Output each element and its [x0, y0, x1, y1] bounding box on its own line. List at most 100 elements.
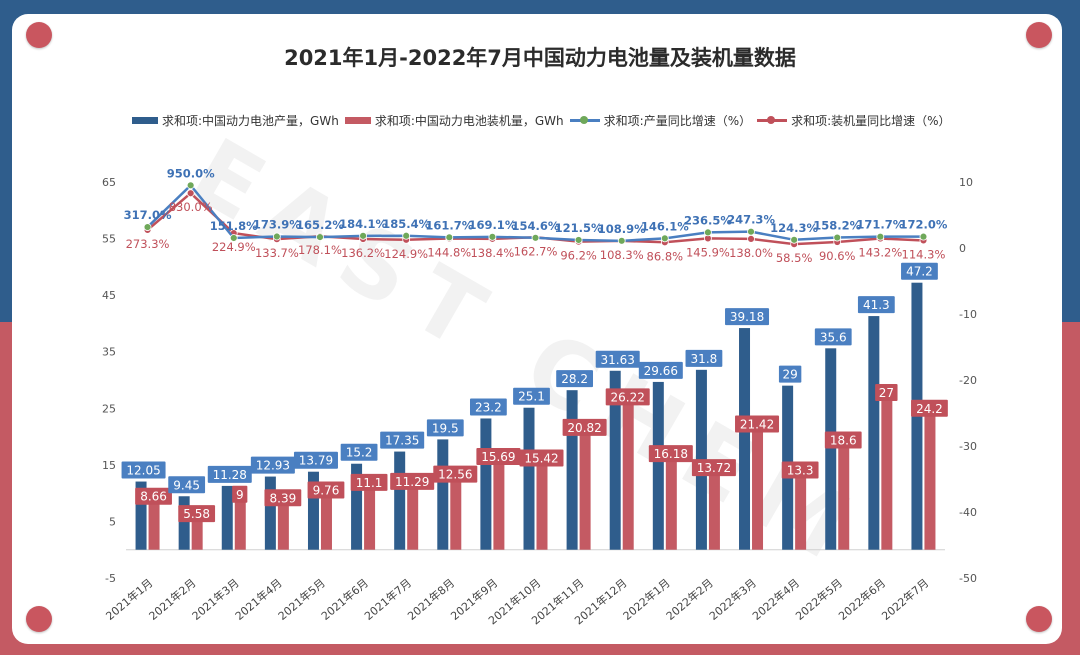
bar-production-label-box [380, 431, 425, 449]
bar-installed-label: 13.72 [697, 461, 731, 475]
right-axis-tick-label: -10 [959, 308, 977, 321]
legend-swatch [569, 115, 600, 124]
bar-production [609, 370, 621, 550]
production-growth-label: 247.3% [727, 213, 775, 227]
production-growth-point [402, 231, 411, 240]
production-growth-label: 146.1% [641, 219, 689, 233]
bar-installed-label-box [691, 459, 736, 477]
bar-installed-label-box [232, 485, 248, 503]
production-growth-point [660, 234, 669, 243]
production-growth-point [316, 233, 324, 241]
bar-installed-label: 20.82 [567, 421, 601, 435]
production-growth-label: 171.7% [856, 218, 904, 232]
bar-installed [579, 431, 591, 550]
bar-production-label-box [725, 308, 770, 326]
production-growth-point [186, 181, 195, 190]
production-growth-label: 172.0% [899, 218, 947, 232]
bar-installed-label: 8.39 [270, 491, 297, 505]
bar-installed-label-box [433, 465, 478, 483]
production-growth-point [359, 231, 367, 240]
bar-installed-label-box [824, 431, 862, 449]
legend-item-production: 求和项:中国动力电池产量，GWh [132, 112, 339, 129]
x-axis-tick-label: 2021年7月 [361, 576, 414, 623]
production-growth-label: 317.0% [124, 208, 172, 222]
bar-production-label: 25.1 [518, 390, 545, 404]
bar-installed [924, 412, 936, 550]
production-growth-label: 950.0% [167, 166, 215, 180]
installed-growth-label: 162.7% [514, 244, 558, 258]
installed-growth-label: 144.8% [427, 245, 471, 259]
installed-growth-label: 90.6% [819, 249, 856, 263]
legend-swatch [132, 116, 158, 124]
bar-production-label-box [469, 398, 507, 416]
bar-installed [881, 396, 893, 550]
right-axis-tick-label: -50 [959, 572, 977, 585]
corner-dot-icon [1026, 22, 1052, 48]
production-growth-point [704, 228, 712, 237]
bar-production-label-box [595, 350, 640, 368]
production-growth-point [143, 223, 152, 231]
legend-label: 求和项:装机量同比增速（%） [791, 113, 951, 128]
bar-installed-label: 5.58 [183, 507, 210, 521]
bar-production-label: 31.63 [601, 353, 635, 367]
bar-production-label-box [250, 456, 295, 474]
x-axis-tick-label: 2022年2月 [663, 576, 716, 623]
bar-production-label: 41.3 [863, 298, 890, 312]
installed-growth-label: 86.8% [647, 249, 684, 263]
bar-production-label-box [207, 465, 252, 483]
installed-growth-label: 96.2% [560, 249, 597, 263]
bar-production [437, 439, 449, 550]
x-axis-tick-label: 2022年4月 [749, 576, 802, 623]
left-axis-tick-label: 65 [102, 176, 116, 189]
bar-production-label: 47.2 [906, 265, 933, 279]
bar-installed-label: 9.76 [313, 484, 340, 498]
bar-production-label: 19.5 [432, 421, 459, 435]
bar-installed-label-box [307, 481, 345, 499]
bar-installed [536, 462, 548, 550]
bar-production [178, 496, 190, 550]
bar-installed-label-box [648, 445, 693, 463]
right-axis-tick-label: -30 [959, 440, 977, 453]
installed-growth-label: 224.9% [212, 240, 256, 254]
bar-production-label-box [293, 451, 338, 469]
bar-installed-label-box [562, 418, 607, 436]
production-growth-point [617, 236, 626, 245]
x-axis-tick-label: 2021年5月 [275, 576, 328, 623]
bar-installed-label-box [476, 447, 521, 465]
legend-swatch [757, 115, 788, 124]
production-growth-label: 169.1% [468, 218, 516, 232]
production-growth-point [876, 232, 885, 241]
installed-growth-label: 830.0% [169, 200, 213, 214]
installed-growth-point [747, 234, 755, 243]
bar-installed-label-box [605, 388, 650, 406]
bar-production-label: 9.45 [173, 478, 200, 492]
bar-production [135, 481, 147, 550]
production-growth-point [488, 232, 497, 241]
bar-installed [493, 460, 505, 550]
bar-production-label-box [814, 328, 852, 346]
bar-installed-label: 18.6 [830, 433, 857, 447]
x-axis-tick-label: 2022年1月 [620, 576, 673, 623]
bar-installed-label: 11.1 [356, 476, 383, 490]
bar-installed [450, 478, 462, 550]
bar-production-label: 35.6 [820, 330, 847, 344]
bar-installed-label-box [911, 399, 948, 417]
production-growth-label: 173.9% [253, 218, 301, 232]
bar-installed-label: 15.42 [524, 451, 558, 465]
legend-label: 求和项:中国动力电池产量，GWh [162, 113, 339, 128]
installed-growth-label: 138.0% [729, 246, 773, 260]
bar-production [652, 381, 664, 550]
bar-production-label: 31.8 [691, 352, 718, 366]
production-growth-label: 236.5% [684, 213, 732, 227]
production-growth-label: 121.5% [555, 221, 603, 235]
production-growth-point [445, 233, 454, 242]
bar-production-label-box [513, 387, 550, 405]
bar-installed-label: 9 [236, 488, 244, 502]
production-growth-label: 165.2% [296, 218, 344, 232]
bar-production [523, 407, 535, 550]
production-growth-point [919, 232, 928, 241]
right-axis-tick-label: -20 [959, 374, 977, 387]
production-growth-point [833, 233, 842, 242]
bar-production-label: 29 [782, 368, 797, 382]
